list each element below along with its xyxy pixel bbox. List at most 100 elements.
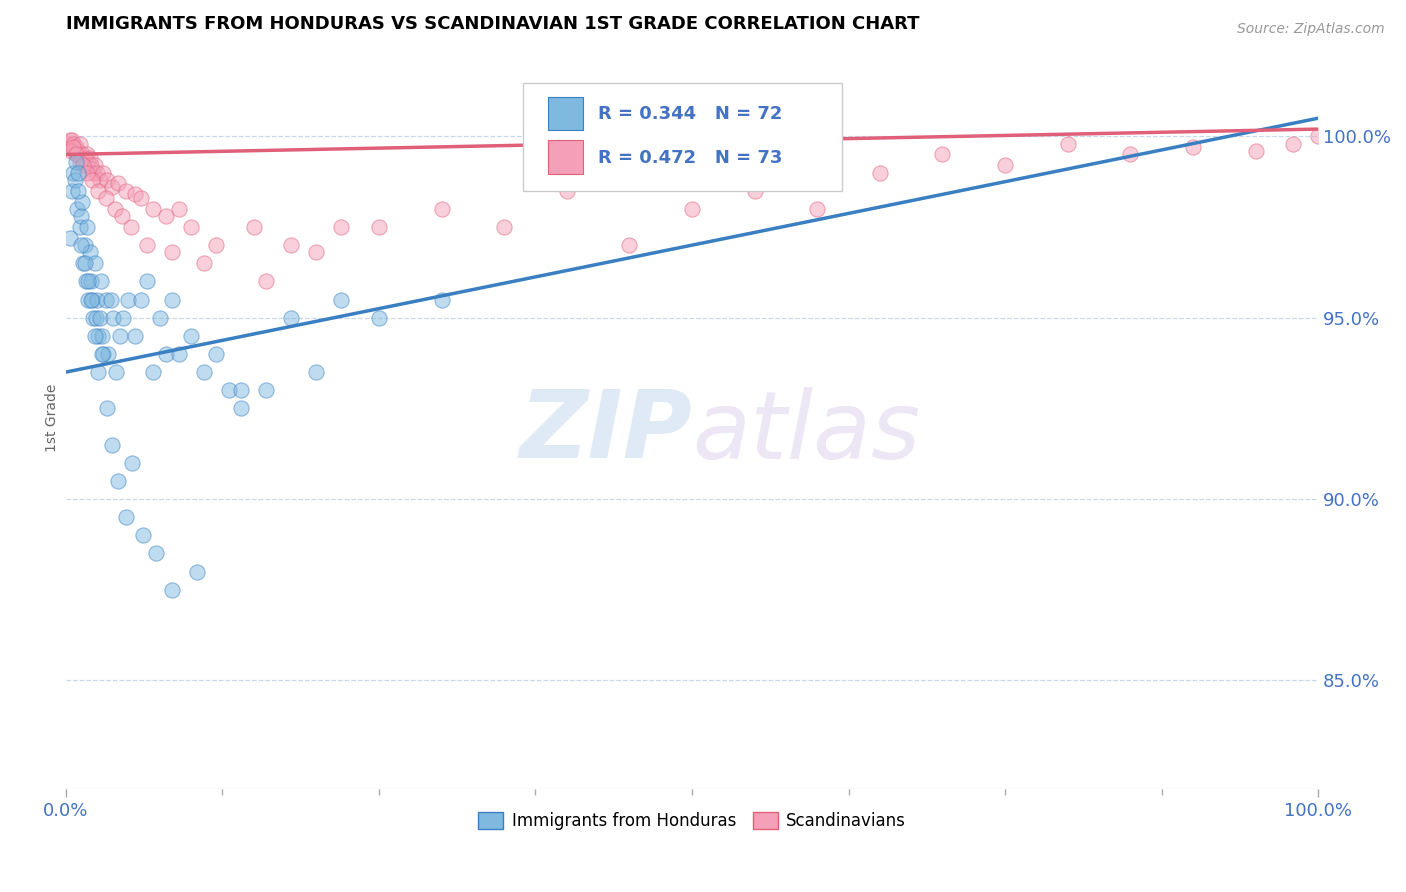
FancyBboxPatch shape <box>548 140 583 174</box>
Point <box>66 202 89 216</box>
Point <box>167 202 190 216</box>
Point <box>330 220 353 235</box>
Point <box>330 293 353 307</box>
Point <box>65 154 87 169</box>
Point <box>112 310 135 325</box>
Point <box>58 231 80 245</box>
Point <box>280 310 302 325</box>
Point <box>619 238 641 252</box>
Point <box>87 328 110 343</box>
Point <box>162 582 184 597</box>
Point <box>94 191 117 205</box>
Point <box>155 347 177 361</box>
Point <box>76 220 98 235</box>
Point <box>67 166 90 180</box>
Point <box>70 194 93 209</box>
Point <box>136 275 159 289</box>
Point <box>124 187 146 202</box>
Point <box>69 220 91 235</box>
Point <box>305 365 328 379</box>
Point <box>87 184 110 198</box>
Point <box>63 144 86 158</box>
Point <box>107 474 129 488</box>
Point <box>205 347 228 361</box>
Point <box>82 161 104 176</box>
Point <box>84 310 107 325</box>
Text: atlas: atlas <box>692 387 920 478</box>
Text: R = 0.472   N = 73: R = 0.472 N = 73 <box>598 149 782 167</box>
Point <box>494 220 516 235</box>
Point <box>193 365 215 379</box>
Point <box>87 365 110 379</box>
Point <box>58 136 80 151</box>
Point <box>94 293 117 307</box>
Point <box>101 437 124 451</box>
Point <box>162 245 184 260</box>
Point <box>1119 147 1142 161</box>
Point <box>58 133 80 147</box>
Point <box>155 209 177 223</box>
Point <box>79 245 101 260</box>
Point <box>69 136 91 151</box>
Point <box>1181 140 1204 154</box>
Point <box>70 147 93 161</box>
FancyBboxPatch shape <box>523 83 842 191</box>
Point <box>96 173 118 187</box>
Point <box>931 147 953 161</box>
Point <box>80 158 103 172</box>
Point <box>100 293 122 307</box>
Point <box>1282 136 1305 151</box>
Point <box>136 238 159 252</box>
Point <box>66 147 89 161</box>
Point <box>115 510 138 524</box>
Point <box>124 328 146 343</box>
Point <box>73 151 96 165</box>
Point <box>117 293 139 307</box>
Point <box>67 144 90 158</box>
Point <box>63 173 86 187</box>
Point <box>681 202 703 216</box>
Point <box>555 184 578 198</box>
Point <box>242 220 264 235</box>
Point <box>65 140 87 154</box>
Point <box>121 456 143 470</box>
Point <box>104 365 127 379</box>
Point <box>1056 136 1078 151</box>
Point <box>82 310 104 325</box>
Point <box>1244 144 1267 158</box>
Legend: Immigrants from Honduras, Scandinavians: Immigrants from Honduras, Scandinavians <box>471 805 912 837</box>
Point <box>65 147 87 161</box>
Point <box>73 256 96 270</box>
Point <box>76 147 98 161</box>
Point <box>254 275 277 289</box>
Point <box>83 158 105 172</box>
Point <box>72 256 94 270</box>
Point <box>132 528 155 542</box>
Point <box>231 383 253 397</box>
Point <box>89 310 111 325</box>
Point <box>430 202 453 216</box>
Point <box>62 140 84 154</box>
Point <box>82 293 104 307</box>
Point <box>120 220 142 235</box>
Point <box>77 275 100 289</box>
Point <box>180 328 202 343</box>
Point <box>91 328 114 343</box>
Point <box>90 275 112 289</box>
FancyBboxPatch shape <box>548 97 583 130</box>
Point <box>73 238 96 252</box>
Point <box>59 144 82 158</box>
Point <box>77 293 100 307</box>
Point <box>218 383 240 397</box>
Point <box>89 173 111 187</box>
Point <box>180 220 202 235</box>
Point <box>744 184 766 198</box>
Point <box>205 238 228 252</box>
Point <box>80 275 103 289</box>
Point <box>91 347 114 361</box>
Point <box>69 238 91 252</box>
Point <box>430 293 453 307</box>
Text: ZIP: ZIP <box>519 386 692 478</box>
Point <box>82 173 104 187</box>
Point <box>806 202 828 216</box>
